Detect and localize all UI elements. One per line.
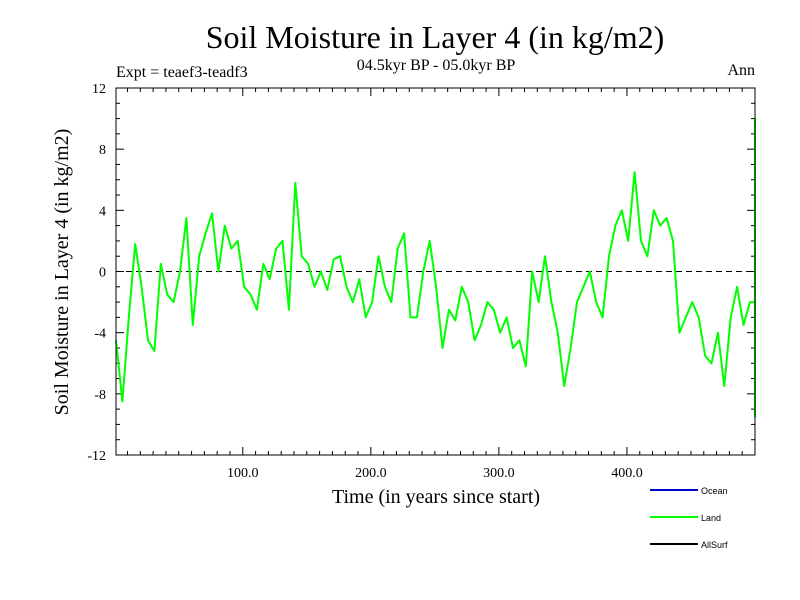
legend-label-allsurf: AllSurf	[701, 540, 728, 550]
y-tick-label: -8	[94, 388, 106, 403]
legend: Ocean Land AllSurf	[650, 486, 728, 550]
season-label: Ann	[727, 62, 755, 79]
y-tick-label: 4	[99, 204, 106, 219]
y-tick-label: 12	[92, 82, 106, 97]
x-tick-label: 200.0	[355, 466, 387, 481]
experiment-label: Expt = teaef3-teadf3	[116, 64, 248, 81]
y-tick-label: -12	[87, 449, 106, 464]
x-axis-label: Time (in years since start)	[332, 486, 540, 508]
plot-area	[115, 87, 756, 456]
y-axis-label: Soil Moisture in Layer 4 (in kg/m2)	[51, 129, 73, 416]
chart-title: Soil Moisture in Layer 4 (in kg/m2)	[206, 19, 665, 55]
chart-subtitle: 04.5kyr BP - 05.0kyr BP	[357, 57, 516, 74]
x-tick-label: 100.0	[227, 466, 259, 481]
tick-labels: -12 -8 -4 0 4 8 12 100.0 200.0 300.0 400.0	[87, 82, 642, 481]
legend-label-ocean: Ocean	[701, 486, 728, 496]
x-tick-label: 300.0	[483, 466, 515, 481]
series-line-land	[115, 117, 756, 418]
legend-label-land: Land	[701, 513, 721, 523]
plot-frame	[115, 87, 756, 456]
y-tick-label: -4	[94, 327, 106, 342]
x-tick-label: 400.0	[611, 466, 643, 481]
y-tick-label: 0	[99, 266, 106, 281]
y-tick-label: 8	[99, 143, 106, 158]
